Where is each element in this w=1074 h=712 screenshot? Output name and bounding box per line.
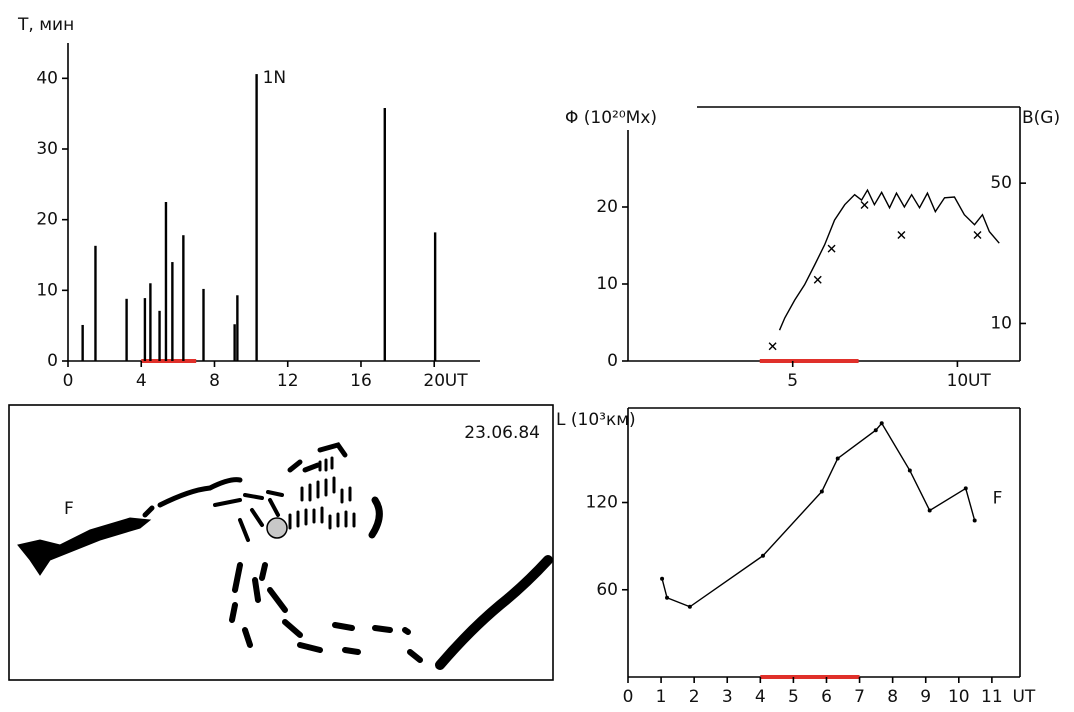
- x-axis-label: UT: [1012, 687, 1035, 707]
- x-axis-label: UT: [445, 371, 468, 391]
- bar: [94, 245, 97, 361]
- sketch-label: F: [64, 499, 74, 519]
- y-tick-label: 0: [47, 351, 58, 371]
- bar: [171, 262, 174, 361]
- y-tick-label: 60: [596, 580, 618, 600]
- point: [873, 428, 878, 433]
- x-tick-label: 11: [981, 687, 1003, 707]
- line: [778, 188, 1000, 331]
- sunspot: [266, 517, 288, 539]
- x-tick-label: 20: [423, 371, 445, 391]
- point: [665, 595, 670, 600]
- y-tick-label: 120: [586, 493, 618, 513]
- point: [972, 518, 977, 523]
- y-axis-label: Φ (10²⁰Mx): [565, 108, 657, 128]
- y-axis-label: L (10³км): [556, 410, 636, 430]
- line: [661, 422, 976, 608]
- bar: [125, 298, 128, 361]
- x-tick-label: 1: [656, 687, 667, 707]
- x-tick-label: 6: [821, 687, 832, 707]
- bar: [182, 235, 185, 361]
- point: [963, 486, 968, 491]
- bar: [149, 283, 152, 361]
- bar: [236, 295, 239, 361]
- y-tick-label: 10: [596, 274, 618, 294]
- y2-axis-label: B(G): [1022, 108, 1060, 128]
- x-tick-label: 12: [277, 371, 299, 391]
- x-tick-label: 7: [854, 687, 865, 707]
- x-tick-label: 0: [63, 371, 74, 391]
- y2-tick-label: 10: [990, 313, 1012, 333]
- bar: [158, 310, 161, 361]
- point: [660, 576, 665, 581]
- annotation: F: [993, 489, 1003, 509]
- y-tick-label: 40: [36, 68, 58, 88]
- cross-marker: [897, 230, 906, 239]
- x-tick-label: 3: [722, 687, 733, 707]
- y2-tick-label: 50: [990, 173, 1012, 193]
- cross-marker: [768, 342, 777, 351]
- annotation: 1N: [263, 68, 287, 88]
- point: [819, 489, 824, 494]
- cross-marker: [827, 244, 836, 253]
- x-tick-label: 0: [623, 687, 634, 707]
- point: [927, 508, 932, 513]
- y-axis-label: T, мин: [17, 15, 74, 35]
- x-tick-label: 2: [689, 687, 700, 707]
- x-tick-label: 4: [136, 371, 147, 391]
- bar: [202, 288, 205, 361]
- sketch-drawing: [17, 442, 553, 670]
- point: [760, 553, 765, 558]
- bar: [143, 298, 147, 361]
- bar: [233, 324, 236, 361]
- point: [835, 456, 840, 461]
- y-tick-label: 10: [36, 280, 58, 300]
- y-tick-label: 30: [36, 139, 58, 159]
- x-tick-label: 5: [788, 687, 799, 707]
- x-tick-label: 10: [948, 687, 970, 707]
- bar: [433, 232, 437, 361]
- x-axis-label: UT: [968, 371, 991, 391]
- x-tick-label: 16: [350, 371, 372, 391]
- x-tick-label: 4: [755, 687, 766, 707]
- point: [907, 468, 912, 473]
- bar: [255, 74, 258, 362]
- bar: [383, 108, 386, 361]
- x-tick-label: 9: [920, 687, 931, 707]
- y-tick-label: 0: [607, 351, 618, 371]
- y-tick-label: 20: [596, 197, 618, 217]
- cross-marker: [813, 275, 822, 284]
- x-tick-label: 8: [209, 371, 220, 391]
- bar: [81, 324, 84, 361]
- cross-marker: [973, 230, 982, 239]
- cross-marker: [860, 201, 869, 210]
- sketch-frame: [8, 404, 554, 681]
- point: [687, 604, 692, 609]
- point: [879, 421, 884, 426]
- x-tick-label: 10: [947, 371, 969, 391]
- bar: [164, 202, 168, 361]
- y-tick-label: 20: [36, 210, 58, 230]
- x-tick-label: 5: [787, 371, 798, 391]
- sketch-date: 23.06.84: [464, 423, 540, 443]
- x-tick-label: 8: [887, 687, 898, 707]
